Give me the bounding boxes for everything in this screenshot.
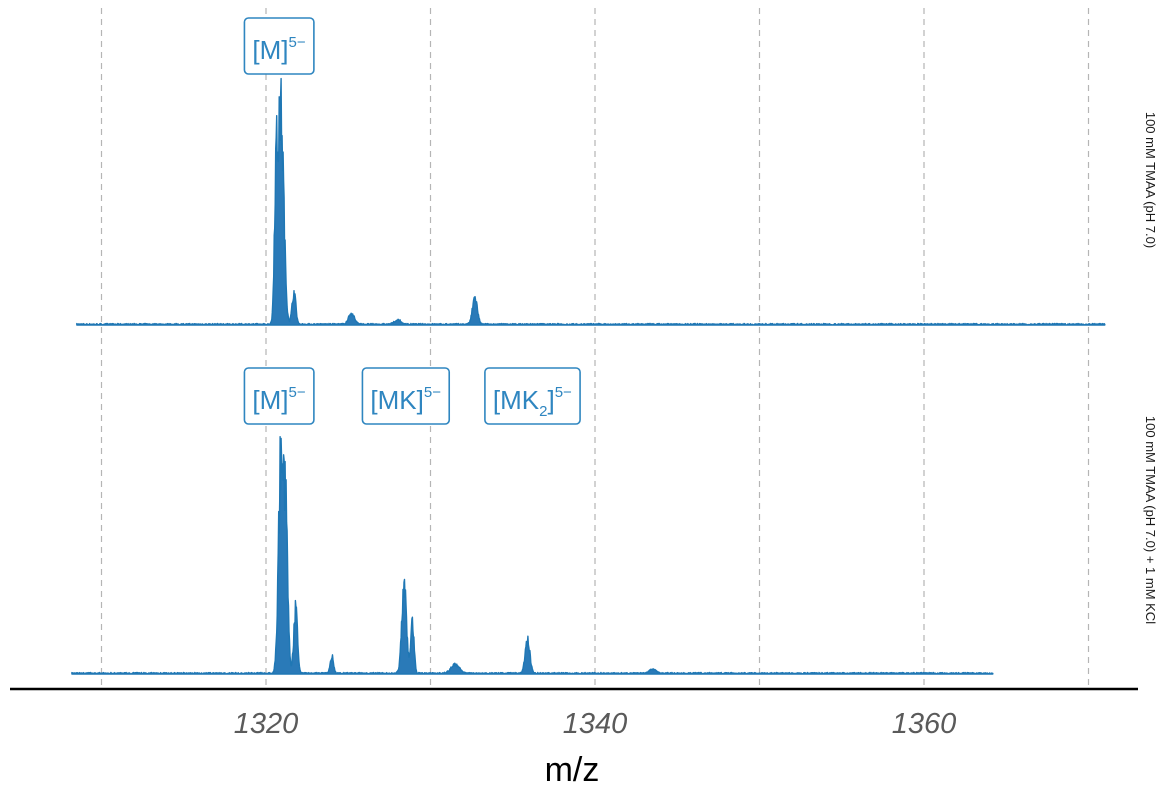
peak-label: [M]5− [243,367,315,425]
peak-label: [MK]5− [361,367,451,425]
x-tick-label: 1320 [234,708,299,740]
peak-label: [MK2]5− [484,367,581,425]
x-axis-ticks: 1320 1340 1360 [234,708,957,740]
svg-text:[M]5−: [M]5− [252,384,305,415]
spectrum-series-2 [71,436,994,675]
x-tick-label: 1360 [892,708,957,740]
svg-text:[MK2]5−: [MK2]5− [493,384,572,420]
spectrum-series-1 [76,77,1106,326]
x-axis-title: m/z [545,751,600,787]
gridlines [100,8,1090,686]
peak-label: [M]5− [243,17,315,75]
svg-text:[M]5−: [M]5− [252,34,305,65]
spectra [71,77,1106,675]
svg-text:[MK]5−: [MK]5− [370,384,441,415]
peak-annotations: [M]5− [M]5− [MK]5− [MK2]5− [243,17,581,425]
panel-strip-labels: 100 mM TMAA (pH 7.0) 100 mM TMAA (pH 7.0)… [1143,112,1158,624]
x-tick-label: 1340 [563,708,628,740]
panel-strip-label: 100 mM TMAA (pH 7.0) [1143,112,1158,248]
panel-strip-label: 100 mM TMAA (pH 7.0) + 1 mM KCl [1143,416,1158,624]
